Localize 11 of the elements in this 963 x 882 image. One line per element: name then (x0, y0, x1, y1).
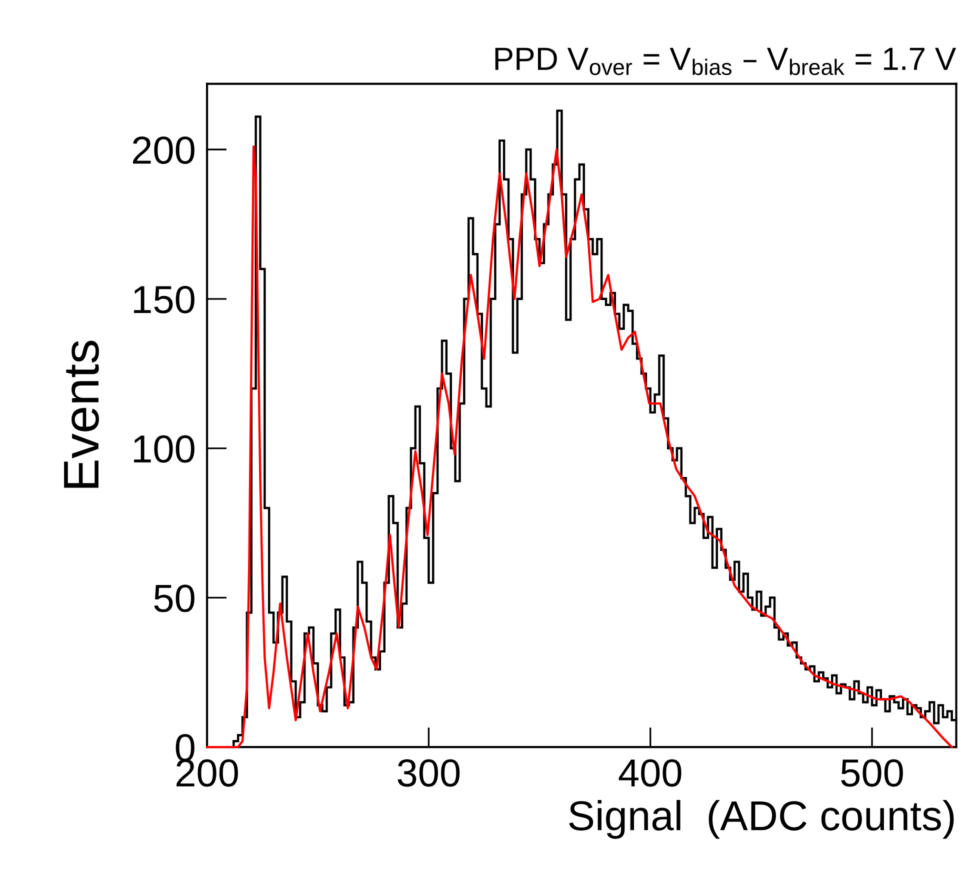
x-tick-label: 300 (398, 759, 460, 787)
x-tick-label: 200 (176, 759, 238, 787)
y-tick-label: 200 (133, 136, 194, 164)
y-tick-label: 100 (134, 435, 194, 463)
x-tick-label: 500 (841, 759, 903, 787)
y-axis-title: Events (64, 340, 99, 488)
y-tick-label: 50 (154, 584, 194, 612)
y-tick-label: 150 (134, 286, 194, 314)
x-axis-title: Signal (ADC counts) (569, 800, 954, 839)
chart-title: PPD V$_{over}$ = V$_{bias}$ – V$_{break}$ = 1.7 V (495, 48, 956, 76)
x-tick-label: 400 (618, 759, 682, 787)
